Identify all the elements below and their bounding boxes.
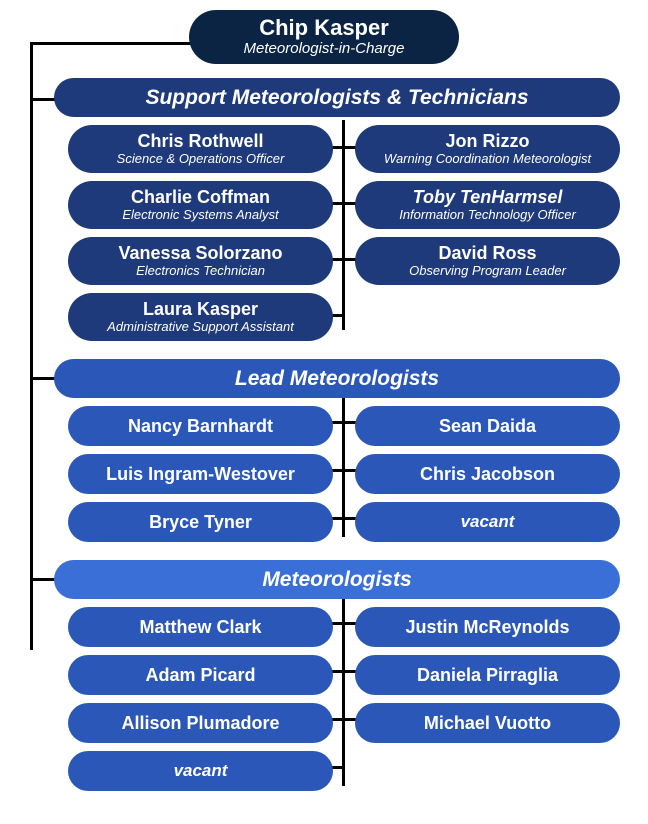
person-title: Science & Operations Officer	[117, 151, 285, 167]
person-name: Sean Daida	[439, 417, 536, 436]
section-header-lead: Lead Meteorologists	[54, 359, 620, 398]
org-person: Bryce Tyner	[68, 502, 333, 542]
org-person: Michael Vuotto	[355, 703, 620, 743]
person-name: Matthew Clark	[139, 618, 261, 637]
person-name: Nancy Barnhardt	[128, 417, 273, 436]
person-name: Jon Rizzo	[446, 132, 530, 151]
org-person: Toby TenHarmselInformation Technology Of…	[355, 181, 620, 229]
org-person: Sean Daida	[355, 406, 620, 446]
chief-name: Chip Kasper	[259, 16, 389, 40]
person-title: Electronics Technician	[136, 263, 265, 279]
person-name: Bryce Tyner	[149, 513, 252, 532]
section-header-label: Meteorologists	[262, 568, 411, 591]
org-person: Vanessa SolorzanoElectronics Technician	[68, 237, 333, 285]
org-person: Luis Ingram-Westover	[68, 454, 333, 494]
org-person: Adam Picard	[68, 655, 333, 695]
connector-top	[30, 42, 205, 45]
connector-s3-center	[342, 598, 345, 786]
org-person: Matthew Clark	[68, 607, 333, 647]
connector-s1-center	[342, 120, 345, 330]
person-name: Michael Vuotto	[424, 714, 551, 733]
chief-title: Meteorologist-in-Charge	[244, 40, 405, 58]
org-person: Jon RizzoWarning Coordination Meteorolog…	[355, 125, 620, 173]
person-title: Electronic Systems Analyst	[122, 207, 278, 223]
org-person: vacant	[68, 751, 333, 791]
org-person: David RossObserving Program Leader	[355, 237, 620, 285]
org-person: Daniela Pirraglia	[355, 655, 620, 695]
person-name: Adam Picard	[145, 666, 255, 685]
org-person: Justin McReynolds	[355, 607, 620, 647]
org-person: Chris Jacobson	[355, 454, 620, 494]
person-title: Warning Coordination Meteorologist	[384, 151, 591, 167]
person-vacant: vacant	[174, 761, 228, 781]
connector-spine	[30, 42, 33, 650]
person-name: Luis Ingram-Westover	[106, 465, 295, 484]
section-header-label: Support Meteorologists & Technicians	[145, 86, 528, 109]
org-person: vacant	[355, 502, 620, 542]
org-chief: Chip Kasper Meteorologist-in-Charge	[189, 10, 459, 64]
section-met: Meteorologists Matthew Clark Justin McRey…	[10, 560, 638, 791]
org-person: Charlie CoffmanElectronic Systems Analys…	[68, 181, 333, 229]
person-name: Daniela Pirraglia	[417, 666, 558, 685]
person-name: Laura Kasper	[143, 300, 258, 319]
org-chart: Chip Kasper Meteorologist-in-Charge Supp…	[10, 10, 638, 791]
section-lead: Lead Meteorologists Nancy Barnhardt Sean …	[10, 359, 638, 542]
org-person: Allison Plumadore	[68, 703, 333, 743]
person-name: Vanessa Solorzano	[118, 244, 282, 263]
section-support: Support Meteorologists & Technicians Chr…	[10, 78, 638, 341]
section-header-support: Support Meteorologists & Technicians	[54, 78, 620, 117]
person-title: Information Technology Officer	[399, 207, 576, 223]
person-name: Allison Plumadore	[121, 714, 279, 733]
person-name: Charlie Coffman	[131, 188, 270, 207]
person-title: Observing Program Leader	[409, 263, 566, 279]
person-name: David Ross	[438, 244, 536, 263]
person-name: Justin McReynolds	[405, 618, 569, 637]
person-name: Chris Rothwell	[137, 132, 263, 151]
org-person: Laura KasperAdministrative Support Assis…	[68, 293, 333, 341]
person-name: Chris Jacobson	[420, 465, 555, 484]
org-person: Chris RothwellScience & Operations Offic…	[68, 125, 333, 173]
person-name: Toby TenHarmsel	[413, 188, 563, 207]
person-title: Administrative Support Assistant	[107, 319, 294, 335]
connector-s2-center	[342, 397, 345, 537]
person-vacant: vacant	[461, 512, 515, 532]
section-header-met: Meteorologists	[54, 560, 620, 599]
org-person: Nancy Barnhardt	[68, 406, 333, 446]
section-header-label: Lead Meteorologists	[235, 367, 439, 390]
